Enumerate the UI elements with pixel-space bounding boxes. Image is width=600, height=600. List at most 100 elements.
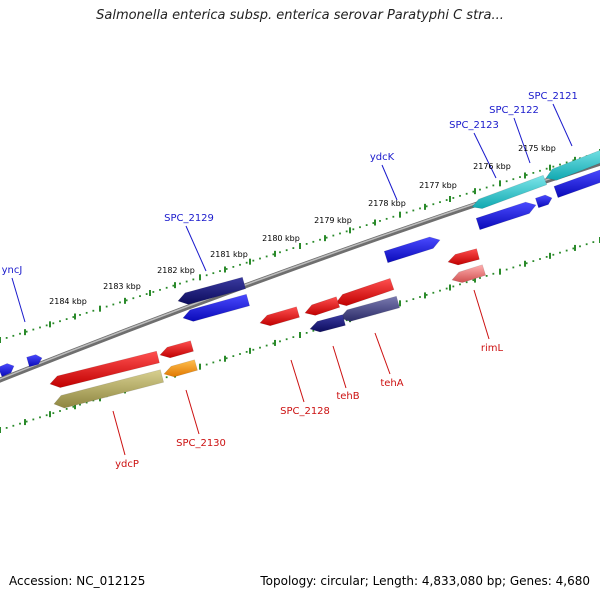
reverse-gene-label[interactable]: SPC_2130 xyxy=(176,438,226,449)
tick-label: 2177 kbp xyxy=(419,181,457,190)
scale-dot xyxy=(212,272,215,275)
scale-dot xyxy=(59,320,61,323)
scale-dot xyxy=(119,301,121,304)
scale-dot xyxy=(472,279,475,282)
gene-blue-forward[interactable] xyxy=(475,201,537,231)
scale-dot xyxy=(239,263,241,266)
scale-dot xyxy=(125,299,128,302)
scale-dot xyxy=(159,288,161,291)
scale-dot xyxy=(165,286,168,289)
scale-dot xyxy=(445,199,448,201)
gene-spc2130-red[interactable] xyxy=(159,340,194,359)
scale-dot xyxy=(519,176,521,178)
scale-dot xyxy=(259,346,261,349)
forward-gene-label[interactable]: SPC_2121 xyxy=(528,91,578,102)
gene-tehA[interactable] xyxy=(335,277,395,307)
scale-dot xyxy=(285,249,288,252)
scale-dot xyxy=(79,314,81,316)
gene-spc2129-navy[interactable] xyxy=(177,276,246,305)
gene-ydcP-olive[interactable] xyxy=(53,369,164,409)
scale-dot xyxy=(19,422,21,425)
gene-blue-small[interactable] xyxy=(535,194,553,209)
scale-dot xyxy=(412,298,415,301)
scale-dot xyxy=(365,224,368,227)
gene-rimL-pink[interactable] xyxy=(451,264,487,283)
scale-dot xyxy=(105,305,108,308)
scale-dot xyxy=(532,260,535,263)
scale-dot xyxy=(205,363,208,366)
map-title: Salmonella enterica subsp. enterica sero… xyxy=(96,8,504,23)
scale-dot xyxy=(565,161,568,164)
genome-summary-text: Topology: circular; Length: 4,833,080 bp… xyxy=(260,574,590,588)
tick-label: 2184 kbp xyxy=(49,297,87,306)
reverse-gene-label[interactable]: tehB xyxy=(336,391,359,402)
scale-dot xyxy=(85,401,88,404)
gene-tehA-slate[interactable] xyxy=(339,295,400,322)
scale-dot xyxy=(145,293,148,295)
scale-dot xyxy=(505,180,508,183)
scale-dot xyxy=(545,255,548,258)
gene-ydcK[interactable] xyxy=(383,236,441,264)
scale-dot xyxy=(579,245,581,248)
scale-dot xyxy=(432,291,435,294)
tick-label: 2176 kbp xyxy=(473,162,511,171)
gene-spc2128[interactable] xyxy=(259,306,300,327)
reverse-gene-label[interactable]: rimL xyxy=(481,343,504,354)
gene-blue-left[interactable] xyxy=(0,363,15,377)
scale-dot xyxy=(32,328,35,331)
gene-spc2130-orange[interactable] xyxy=(163,359,198,378)
gene-tehB[interactable] xyxy=(304,296,341,316)
scale-dot xyxy=(372,222,375,224)
scale-dot xyxy=(319,238,321,241)
scale-dot xyxy=(439,201,441,204)
scale-dot xyxy=(345,230,348,233)
accession-text: Accession: NC_012125 xyxy=(9,574,146,588)
scale-dot xyxy=(392,215,395,218)
scale-dot xyxy=(12,424,15,427)
gene-spc2129-blue[interactable] xyxy=(182,293,250,322)
reverse-gene-label[interactable]: SPC_2128 xyxy=(280,406,330,417)
gene-tehB-navy[interactable] xyxy=(309,314,346,333)
gene-yncJ[interactable] xyxy=(26,354,43,368)
forward-label-line xyxy=(185,225,207,272)
upper-scale-row xyxy=(0,149,600,343)
gene-blue-edge[interactable] xyxy=(553,169,600,199)
scale-dot xyxy=(72,316,75,318)
reverse-label-line xyxy=(473,289,490,340)
forward-gene-label[interactable]: ydcK xyxy=(370,152,395,163)
forward-gene-label[interactable]: yncJ xyxy=(2,265,23,276)
scale-dot xyxy=(179,282,181,285)
gene-cyan-spc2121[interactable] xyxy=(545,146,600,181)
reverse-gene-label[interactable]: tehA xyxy=(380,378,403,389)
scale-dot xyxy=(45,324,48,327)
scale-dot xyxy=(292,336,295,339)
scale-dot xyxy=(279,340,281,343)
gene-rimL[interactable] xyxy=(447,248,480,266)
scale-dot xyxy=(439,289,441,292)
scale-dot xyxy=(39,416,41,419)
scale-dot xyxy=(419,296,421,298)
scale-dot xyxy=(552,253,555,256)
scale-dot xyxy=(225,357,228,360)
scale-dot xyxy=(512,178,515,181)
forward-gene-label[interactable]: SPC_2123 xyxy=(449,120,499,131)
reverse-gene-label[interactable]: ydcP xyxy=(115,459,139,470)
forward-gene-label[interactable]: SPC_2129 xyxy=(164,213,214,224)
reverse-label-line xyxy=(374,332,391,375)
scale-dot xyxy=(279,251,281,254)
scale-dot xyxy=(532,171,535,174)
tick-label: 2175 kbp xyxy=(518,144,556,153)
forward-label-line xyxy=(513,117,531,164)
gene-cyan-spc2123[interactable] xyxy=(471,174,548,209)
scale-dot xyxy=(312,240,315,243)
forward-gene-label[interactable]: SPC_2122 xyxy=(489,105,539,116)
scale-dot xyxy=(359,226,361,229)
scale-dot xyxy=(559,163,561,166)
scale-dot xyxy=(292,247,295,249)
forward-label-line xyxy=(473,132,497,179)
scale-dot xyxy=(239,353,241,355)
scale-dot xyxy=(419,207,421,210)
scale-dot xyxy=(452,285,455,288)
gene-ydcP-red[interactable] xyxy=(49,350,160,388)
